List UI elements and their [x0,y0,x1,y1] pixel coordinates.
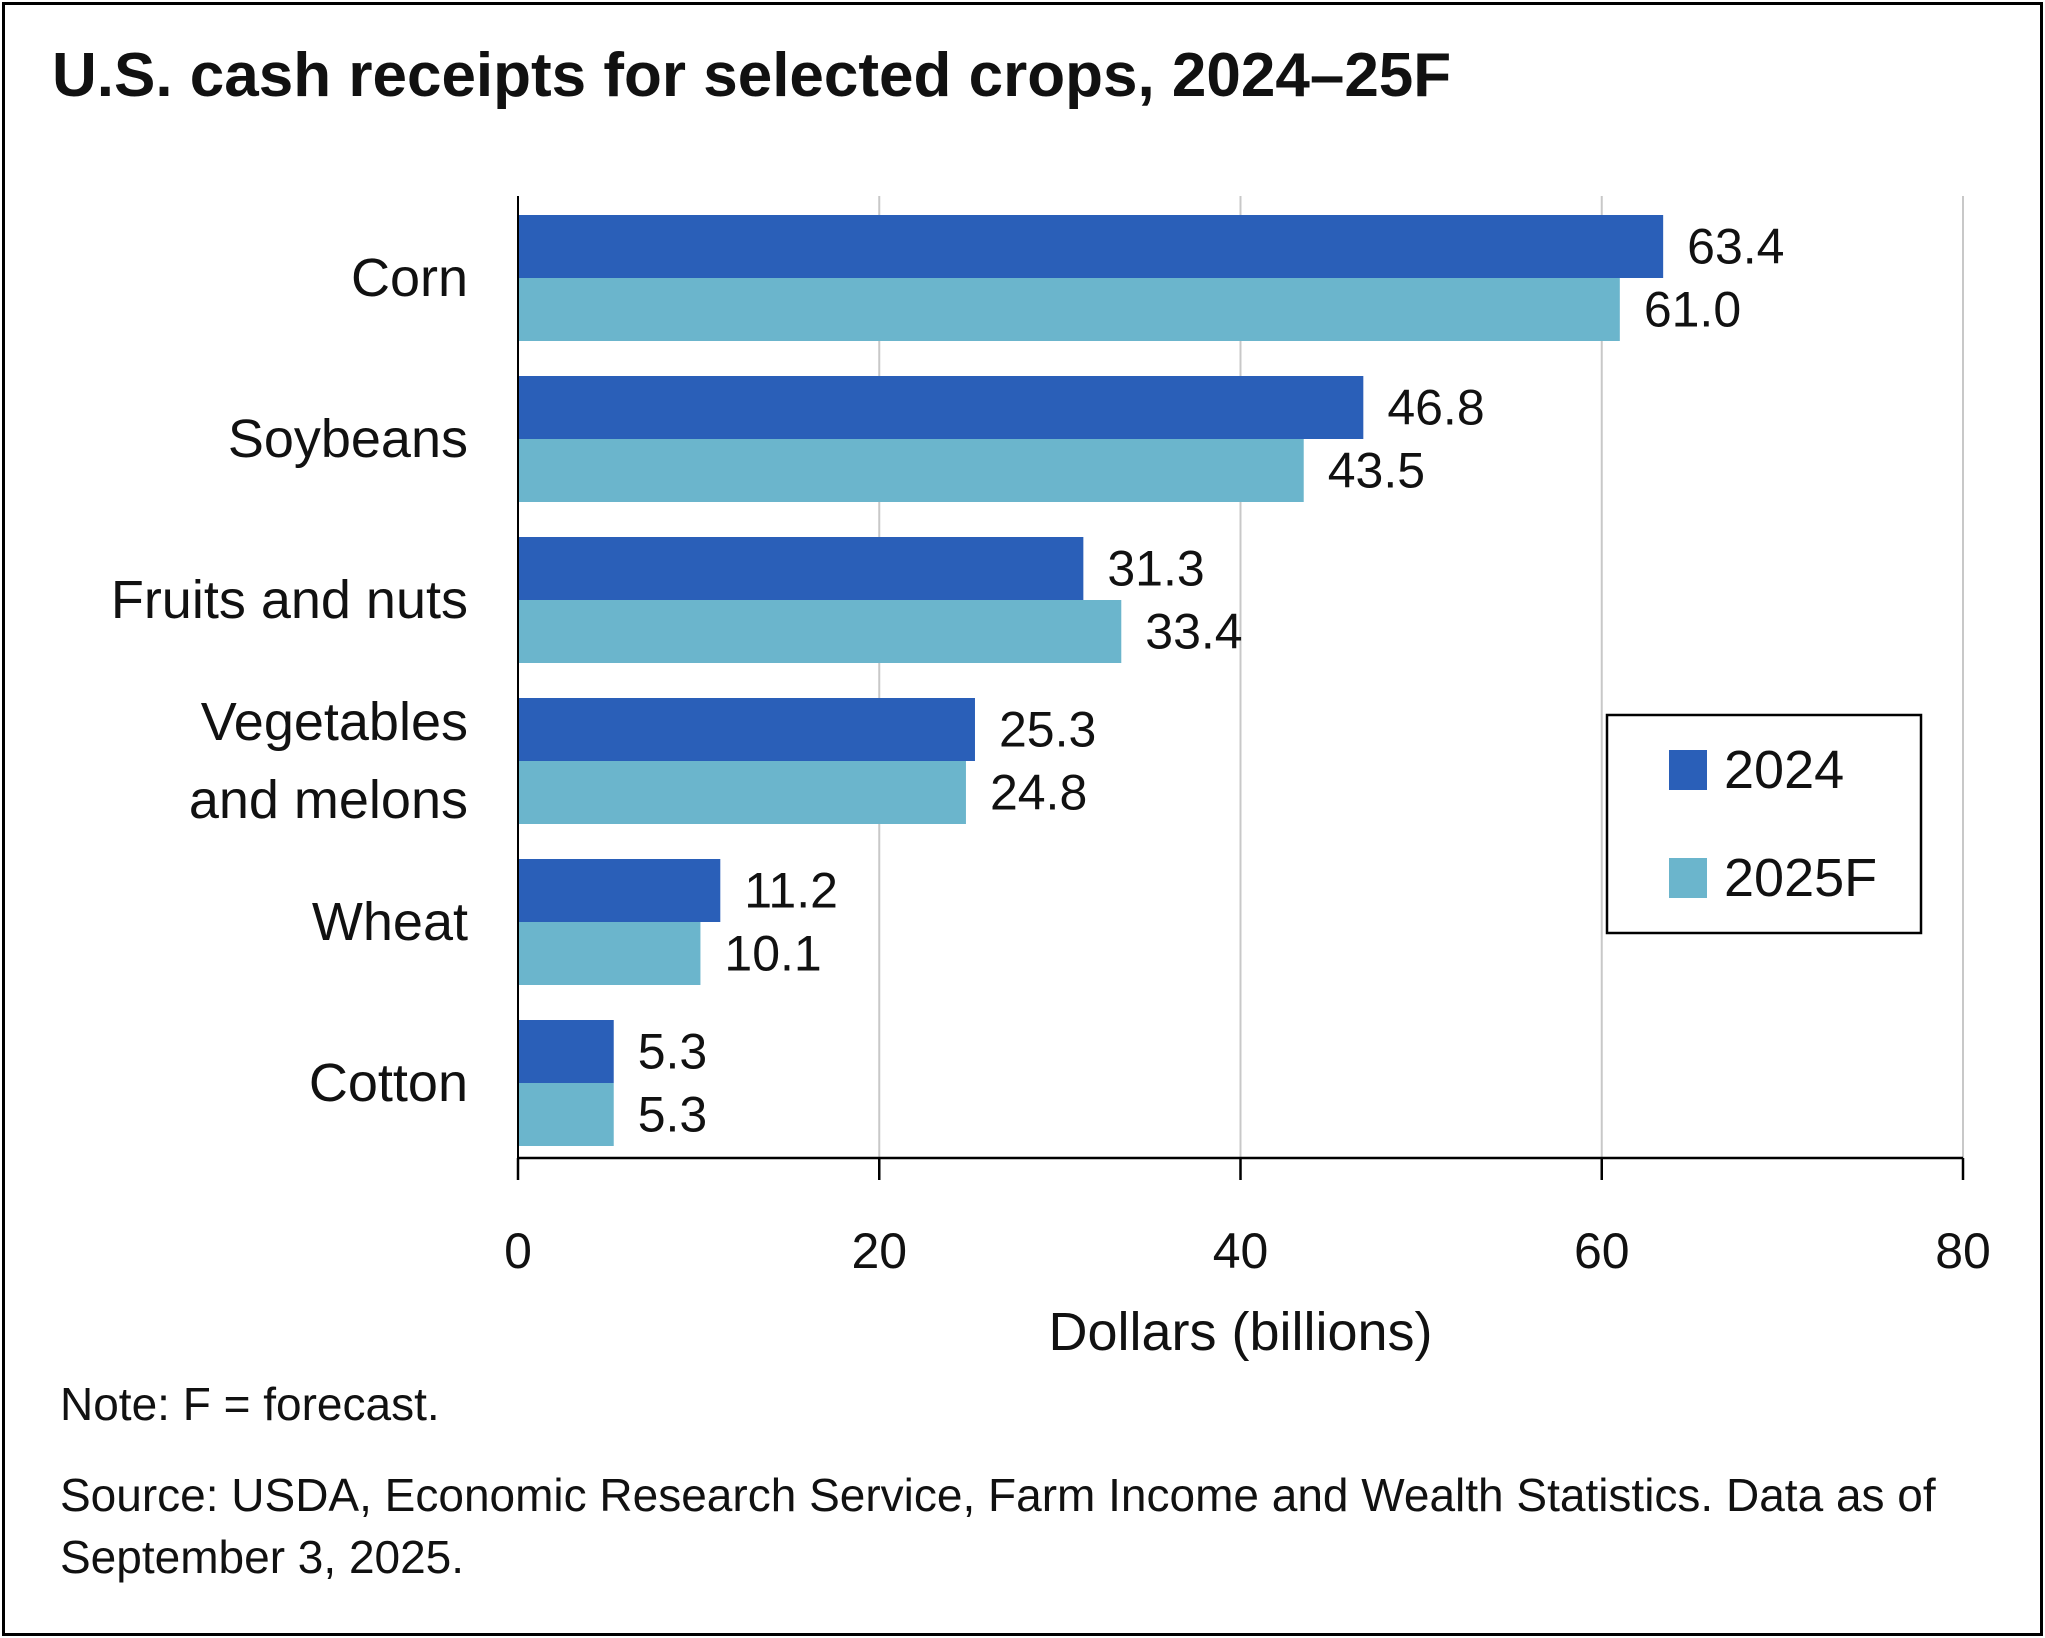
bar-2024-0 [518,215,1664,278]
x-tick-label-80: 80 [1935,1223,1991,1279]
category-label-5-0: Cotton [309,1053,468,1113]
legend-label-2025F: 2025F [1724,848,1877,908]
legend-label-2024: 2024 [1724,740,1844,800]
data-label-2024-0: 63.4 [1687,219,1784,275]
data-label-2025F-0: 61.0 [1644,282,1741,338]
data-label-2025F-4: 10.1 [724,926,821,982]
bar-2025F-5 [518,1083,614,1146]
bar-2025F-2 [518,600,1122,663]
data-label-2024-3: 25.3 [999,702,1096,758]
category-label-0-0: Corn [351,248,468,308]
x-tick-label-0: 0 [504,1223,532,1279]
bar-2025F-1 [518,439,1304,502]
legend-swatch-2024 [1669,750,1707,790]
category-label-1-0: Soybeans [228,409,468,469]
data-label-2025F-2: 33.4 [1145,604,1242,660]
bar-2024-3 [518,698,975,761]
category-label-2-0: Fruits and nuts [111,570,468,630]
data-label-2025F-5: 5.3 [638,1087,708,1143]
data-label-2025F-3: 24.8 [990,765,1087,821]
bar-2024-4 [518,859,721,922]
bar-2025F-4 [518,922,701,985]
bar-2024-2 [518,537,1084,600]
data-label-2024-1: 46.8 [1387,380,1484,436]
data-label-2024-4: 11.2 [744,863,838,919]
source-text: Source: USDA, Economic Research Service,… [60,1469,1936,1583]
x-tick-label-20: 20 [851,1223,907,1279]
data-label-2025F-1: 43.5 [1328,443,1425,499]
bar-2025F-3 [518,761,966,824]
x-tick-label-40: 40 [1213,1223,1269,1279]
category-label-3-1: and melons [189,770,468,830]
note-text: Note: F = forecast. [60,1378,440,1430]
category-label-4-0: Wheat [312,892,468,952]
bar-2024-1 [518,376,1364,439]
data-label-2024-5: 5.3 [638,1024,708,1080]
chart-title: U.S. cash receipts for selected crops, 2… [52,41,1452,110]
category-label-3-0: Vegetables [201,692,468,752]
x-tick-label-60: 60 [1574,1223,1630,1279]
bar-2025F-0 [518,278,1620,341]
legend-box [1605,713,1923,935]
legend-swatch-2025F [1669,858,1707,898]
bar-2024-5 [518,1020,614,1083]
data-label-2024-2: 31.3 [1107,541,1204,597]
x-axis-label: Dollars (billions) [1048,1302,1432,1362]
